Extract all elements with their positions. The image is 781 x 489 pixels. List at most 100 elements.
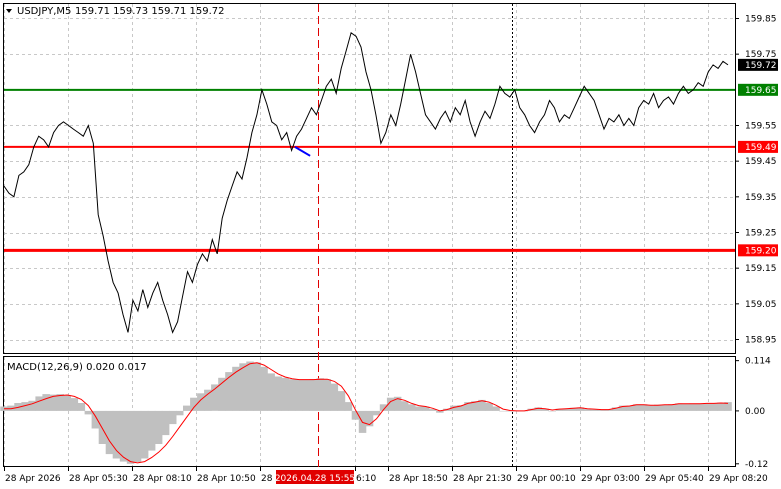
macd-tick-label: -0.12 [745, 460, 768, 470]
macd-bar [576, 407, 585, 411]
macd-bar [253, 362, 261, 411]
macd-bar [267, 373, 275, 411]
macd-bar [604, 409, 613, 411]
macd-bar [499, 410, 507, 412]
macd-bar [190, 397, 198, 411]
macd-bar [583, 409, 592, 411]
macd-bar [372, 410, 381, 416]
price-series-line [3, 31, 729, 334]
macd-bar [337, 391, 346, 411]
symbol-label: USDJPY,M5 [17, 6, 71, 17]
macd-bar [309, 379, 318, 411]
macd-bar [211, 384, 219, 411]
macd-bar [21, 402, 29, 411]
macd-bar [35, 396, 43, 411]
level-label: 159.72 [745, 61, 777, 71]
macd-bar [696, 403, 704, 411]
triangle-down-icon[interactable] [6, 9, 12, 13]
level-label: 159.49 [745, 143, 777, 153]
macd-bar [239, 363, 247, 411]
price-tick-label: 159.15 [745, 264, 777, 274]
macd-bar [703, 403, 711, 411]
macd-panel-frame [3, 356, 736, 467]
macd-bar [63, 395, 71, 411]
macd-bar [330, 383, 339, 411]
macd-bar [422, 406, 430, 411]
macd-bar [485, 403, 493, 411]
macd-bar [98, 410, 107, 444]
time-tick-label: 28 Apr 18:50 [389, 474, 448, 484]
macd-bar [288, 379, 296, 411]
price-tick-label: 159.45 [745, 157, 777, 167]
macd-bar [161, 410, 170, 436]
time-tick-label: 28 Apr 08:10 [133, 474, 192, 484]
macd-bar [232, 366, 240, 411]
marker-time-background [276, 470, 354, 484]
macd-bar [400, 401, 409, 411]
macd-bar [204, 389, 212, 411]
macd-bar [28, 400, 36, 411]
time-axis: 28 Apr 2026 28 Apr 05:30 28 Apr 08:10 28 Ap… [4, 467, 768, 484]
macd-bar [492, 406, 500, 411]
macd-bar [77, 403, 86, 411]
macd-bar [133, 410, 142, 462]
macd-bar [597, 410, 606, 411]
macd-bar [323, 379, 332, 411]
annotation-segment[interactable] [294, 146, 311, 157]
macd-bar [590, 409, 599, 411]
macd-bar [562, 408, 571, 411]
macd-bar [176, 410, 184, 416]
level-label: 159.20 [745, 246, 777, 256]
macd-bar [154, 410, 163, 444]
macd-bar [169, 410, 177, 425]
price-tick-label: 159.75 [745, 50, 777, 60]
price-tick-label: 159.85 [745, 14, 777, 24]
horizontal-levels[interactable]: 159.72 159.65 159.49 159.20 [4, 58, 778, 257]
macd-tick-label: 0.00 [745, 407, 765, 417]
macd-bar [316, 378, 325, 411]
macd-bar [379, 404, 388, 411]
macd-title: MACD(12,26,9) 0.020 0.017 [7, 362, 147, 373]
macd-histogram [0, 361, 732, 464]
macd-bar [429, 409, 437, 411]
macd-bar [457, 405, 465, 411]
macd-bar [548, 410, 556, 412]
macd-bar [84, 410, 93, 415]
macd-bar [710, 403, 718, 411]
macd-bar [689, 403, 697, 411]
macd-tick-label: 0.114 [745, 357, 771, 367]
time-tick-label: 28 A [261, 474, 282, 484]
macd-bar [49, 394, 57, 411]
macd-bar [646, 405, 655, 411]
macd-bar [393, 396, 402, 411]
macd-bar [42, 394, 50, 411]
macd-bar [408, 404, 416, 411]
time-tick-label: 28 Apr 10:50 [197, 474, 256, 484]
macd-signal-line [4, 362, 729, 464]
macd-bar [654, 404, 662, 411]
time-tick-label: 29 Apr 00:10 [517, 474, 576, 484]
time-tick-label: 6:10 [356, 474, 376, 484]
time-tick-label: 28 Apr 2026 [5, 474, 61, 484]
macd-bar [625, 405, 634, 411]
macd-bar [464, 402, 472, 411]
macd-bar [295, 379, 303, 411]
macd-bar [260, 366, 268, 411]
macd-bar [534, 407, 542, 411]
macd-bar [281, 377, 289, 411]
macd-bar [386, 397, 395, 411]
macd-bar [506, 410, 514, 412]
macd-bar [147, 410, 156, 451]
macd-bar [218, 377, 226, 411]
macd-bar [661, 404, 669, 411]
macd-bar [471, 401, 479, 411]
price-tick-label: 159.35 [745, 193, 777, 203]
macd-bar [717, 402, 725, 411]
level-label-background [738, 140, 778, 153]
macd-bar [351, 410, 360, 420]
level-label-background [738, 58, 778, 71]
macd-bar [675, 403, 683, 411]
macd-bar [91, 410, 100, 429]
macd-bar [344, 402, 353, 411]
macd-bar [632, 404, 641, 411]
